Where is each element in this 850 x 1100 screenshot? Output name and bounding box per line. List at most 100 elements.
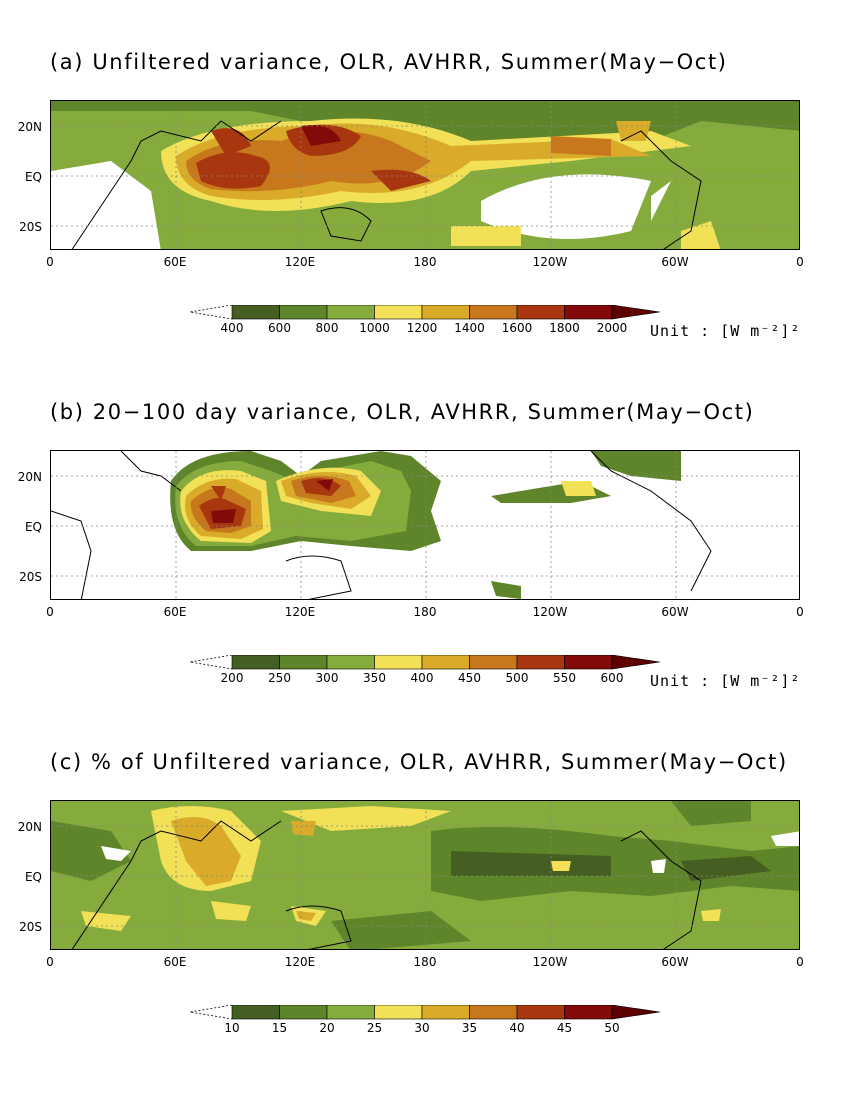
- lon-label: 0: [796, 255, 804, 269]
- colorbar-swatch: [279, 655, 328, 670]
- colorbar-swatch: [231, 305, 280, 320]
- lat-label-20s: 20S: [19, 220, 42, 234]
- lon-label: 60W: [661, 605, 689, 619]
- lat-label-eq: EQ: [24, 870, 42, 884]
- colorbar-tick-label: 600: [600, 671, 624, 685]
- panel-title: (a) Unfiltered variance, OLR, AVHRR, Sum…: [50, 50, 728, 74]
- map-plot: [50, 100, 800, 250]
- lon-label: 180: [413, 255, 437, 269]
- colorbar-swatch: [421, 305, 470, 320]
- lon-label: 60W: [661, 955, 689, 969]
- colorbar-swatch: [326, 305, 375, 320]
- colorbar-swatches: [190, 1005, 661, 1020]
- map-plot: [50, 800, 800, 950]
- colorbar-tick-label: 1400: [454, 321, 485, 335]
- panel-title: (b) 20−100 day variance, OLR, AVHRR, Sum…: [50, 400, 755, 424]
- colorbar-tick-label: 400: [410, 671, 434, 685]
- lat-label-20s: 20S: [19, 570, 42, 584]
- lat-label-eq: EQ: [24, 170, 42, 184]
- lon-label: 180: [413, 605, 437, 619]
- lon-label: 180: [413, 955, 437, 969]
- colorbar-tick-label: 25: [366, 1021, 383, 1035]
- map-field: [51, 801, 799, 949]
- unit-label: Unit : [W m⁻²]²: [650, 322, 801, 340]
- colorbar-swatch: [516, 305, 565, 320]
- colorbar-swatch: [564, 655, 613, 670]
- lon-label: 0: [46, 255, 54, 269]
- panel-title: (c) % of Unfiltered variance, OLR, AVHRR…: [50, 750, 788, 774]
- colorbar-tick-label: 450: [458, 671, 481, 685]
- colorbar-tick-label: 1800: [549, 321, 580, 335]
- panel-a: (a) Unfiltered variance, OLR, AVHRR, Sum…: [0, 50, 850, 350]
- colorbar-upper-extension: [611, 305, 661, 320]
- lat-label-20n: 20N: [17, 120, 42, 134]
- colorbar-swatch: [374, 655, 423, 670]
- colorbar-swatch: [469, 305, 518, 320]
- lat-label-20n: 20N: [17, 820, 42, 834]
- lon-label: 120E: [284, 255, 316, 269]
- colorbar-swatch: [231, 1005, 280, 1020]
- colorbar-swatch: [279, 1005, 328, 1020]
- colorbar-tick-label: 200: [220, 671, 244, 685]
- lon-label: 0: [46, 605, 54, 619]
- lat-label-20s: 20S: [19, 920, 42, 934]
- unit-label: Unit : [W m⁻²]²: [650, 672, 801, 690]
- lon-label: 0: [796, 955, 804, 969]
- colorbar-swatch: [516, 655, 565, 670]
- colorbar-lower-extension: [190, 1005, 233, 1020]
- colorbar-tick-label: 550: [553, 671, 576, 685]
- colorbar-tick-label: 300: [315, 671, 339, 685]
- colorbar-tick-label: 20: [319, 1021, 335, 1035]
- lon-label: 120E: [284, 955, 316, 969]
- colorbar-upper-extension: [611, 1005, 661, 1020]
- colorbar-swatch: [421, 1005, 470, 1020]
- colorbar-tick-label: 40: [509, 1021, 525, 1035]
- colorbar-swatch: [469, 1005, 518, 1020]
- panel-b: (b) 20−100 day variance, OLR, AVHRR, Sum…: [0, 400, 850, 700]
- map-plot: [50, 450, 800, 600]
- map-field: [51, 451, 799, 599]
- lon-label: 60E: [163, 255, 187, 269]
- colorbar-tick-label: 15: [271, 1021, 288, 1035]
- panel-c: (c) % of Unfiltered variance, OLR, AVHRR…: [0, 750, 850, 1050]
- colorbar-tick-label: 2000: [596, 321, 628, 335]
- colorbar-swatch: [469, 655, 518, 670]
- lon-label: 60E: [163, 605, 187, 619]
- colorbar-swatch: [516, 1005, 565, 1020]
- lon-label: 120W: [532, 955, 568, 969]
- colorbar-swatch: [564, 305, 613, 320]
- map-field: [51, 101, 799, 249]
- lon-label: 0: [46, 955, 54, 969]
- colorbar-tick-label: 1200: [406, 321, 438, 335]
- colorbar-tick-label: 30: [414, 1021, 430, 1035]
- colorbar-lower-extension: [190, 655, 233, 670]
- colorbar-upper-extension: [611, 655, 661, 670]
- lat-label-20n: 20N: [17, 470, 42, 484]
- colorbar-tick-label: 1600: [501, 321, 533, 335]
- colorbar-lower-extension: [190, 305, 233, 320]
- colorbar-tick-label: 1000: [359, 321, 390, 335]
- colorbar-swatches: [190, 305, 661, 320]
- colorbar-swatch: [231, 655, 280, 670]
- colorbar-tick-label: 350: [363, 671, 386, 685]
- colorbar-tick-label: 250: [268, 671, 291, 685]
- colorbar-swatch: [326, 655, 375, 670]
- colorbar-swatches: [190, 655, 661, 670]
- lon-label: 0: [796, 605, 804, 619]
- colorbar-tick-label: 50: [604, 1021, 620, 1035]
- colorbar-tick-label: 800: [315, 321, 339, 335]
- colorbar-swatch: [564, 1005, 613, 1020]
- colorbar-tick-label: 10: [224, 1021, 240, 1035]
- lon-label: 60E: [163, 955, 187, 969]
- lon-label: 120W: [532, 255, 568, 269]
- lon-label: 120E: [284, 605, 316, 619]
- colorbar-tick-label: 600: [268, 321, 291, 335]
- colorbar-tick-label: 45: [556, 1021, 573, 1035]
- lon-label: 60W: [661, 255, 689, 269]
- colorbar-swatch: [374, 1005, 423, 1020]
- colorbar-tick-label: 500: [505, 671, 529, 685]
- lat-label-eq: EQ: [24, 520, 42, 534]
- colorbar-swatch: [279, 305, 328, 320]
- colorbar-swatch: [421, 655, 470, 670]
- colorbar-tick-label: 400: [220, 321, 244, 335]
